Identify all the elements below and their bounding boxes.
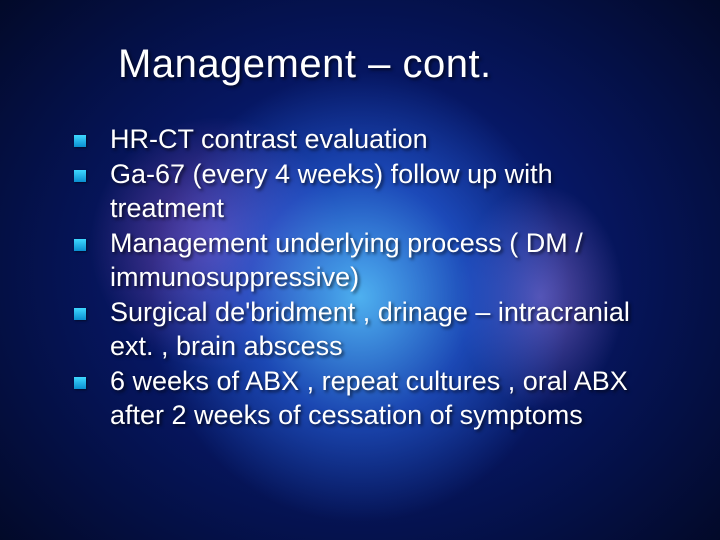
bullet-text: 6 weeks of ABX , repeat cultures , oral … [110, 365, 672, 432]
bullet-text: Management underlying process ( DM / imm… [110, 227, 672, 294]
square-bullet-icon [74, 170, 86, 182]
list-item: HR-CT contrast evaluation [74, 123, 672, 156]
bullet-list: HR-CT contrast evaluation Ga-67 (every 4… [74, 123, 672, 432]
square-bullet-icon [74, 135, 86, 147]
bullet-text: HR-CT contrast evaluation [110, 123, 672, 156]
square-bullet-icon [74, 377, 86, 389]
list-item: Ga-67 (every 4 weeks) follow up with tre… [74, 158, 672, 225]
square-bullet-icon [74, 239, 86, 251]
list-item: 6 weeks of ABX , repeat cultures , oral … [74, 365, 672, 432]
square-bullet-icon [74, 308, 86, 320]
list-item: Surgical de'bridment , drinage – intracr… [74, 296, 672, 363]
slide-container: Management – cont. HR-CT contrast evalua… [0, 0, 720, 540]
bullet-text: Ga-67 (every 4 weeks) follow up with tre… [110, 158, 672, 225]
slide-title: Management – cont. [118, 42, 692, 87]
list-item: Management underlying process ( DM / imm… [74, 227, 672, 294]
bullet-text: Surgical de'bridment , drinage – intracr… [110, 296, 672, 363]
